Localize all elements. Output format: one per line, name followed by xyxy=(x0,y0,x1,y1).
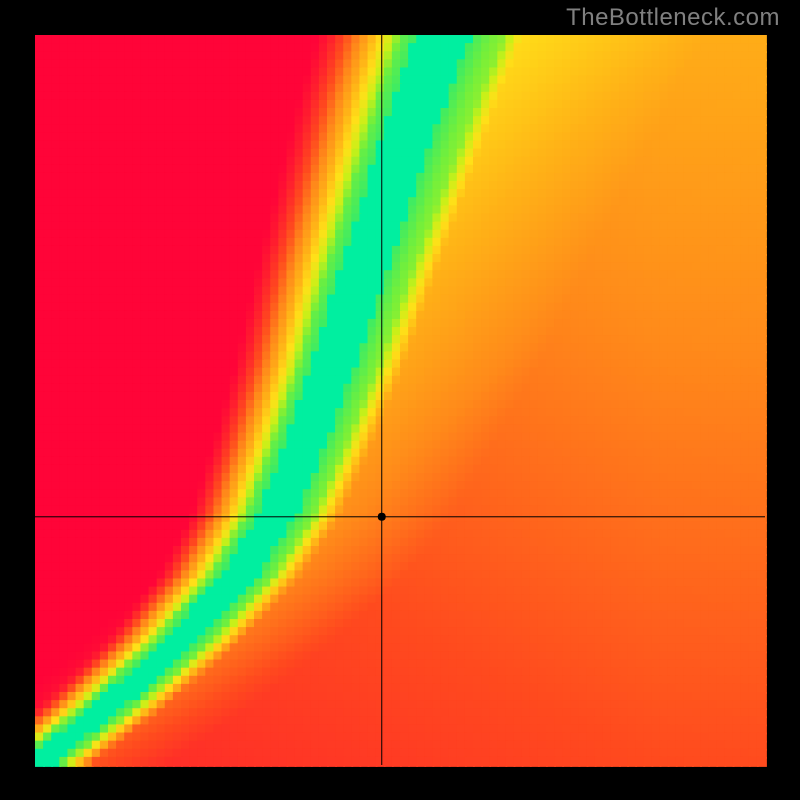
chart-container: TheBottleneck.com xyxy=(0,0,800,800)
bottleneck-heatmap xyxy=(0,0,800,800)
watermark-text: TheBottleneck.com xyxy=(566,4,780,32)
